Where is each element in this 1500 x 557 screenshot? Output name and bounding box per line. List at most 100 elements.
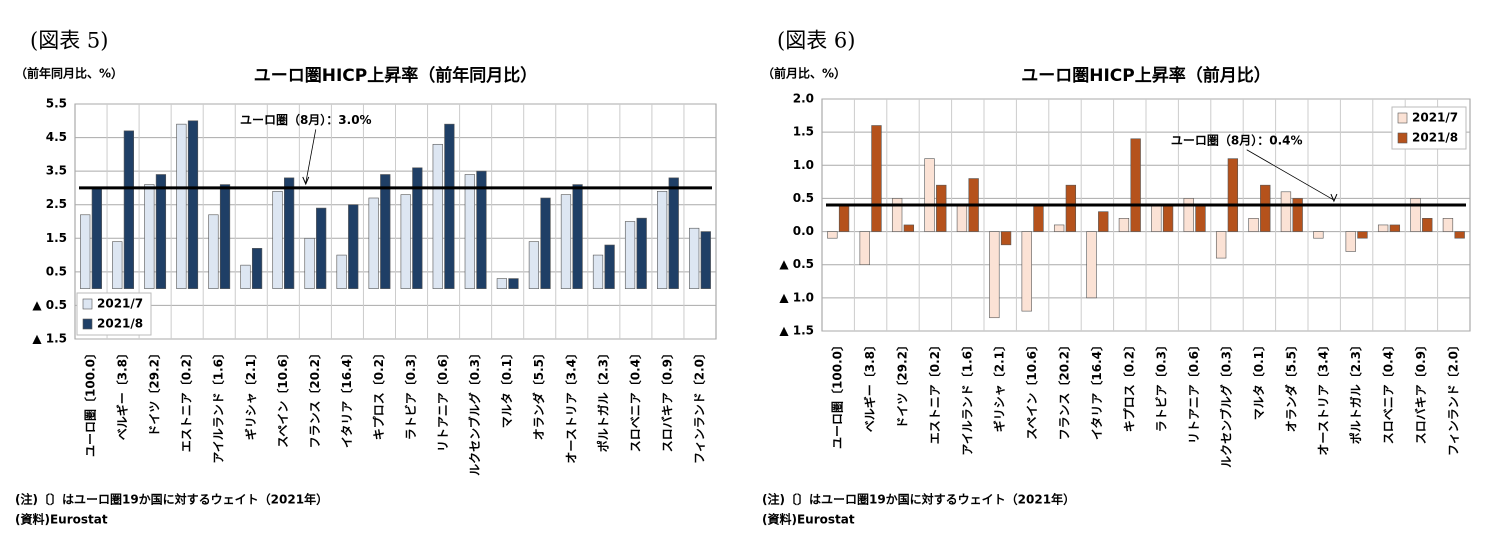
x-tick-label: ユーロ圏〔100.0〕 [830, 339, 845, 449]
reference-label: ユーロ圏（8月）：3.0% [240, 112, 372, 127]
arrow-head [302, 176, 310, 186]
bar [476, 170, 487, 289]
bar [989, 231, 1000, 319]
y-tick-label: 4.5 [46, 130, 67, 144]
x-tick-label: リトアニア〔0.6〕 [435, 347, 450, 452]
bar [924, 158, 935, 232]
x-tick-label: オランダ〔5.5〕 [531, 347, 546, 440]
x-tick-label: エストニア〔0.2〕 [927, 339, 942, 444]
bar [380, 174, 391, 289]
x-tick-label: ドイツ〔29.2〕 [895, 339, 910, 429]
bar [1442, 218, 1454, 232]
x-tick-label: スペイン〔10.6〕 [1024, 339, 1039, 440]
x-tick-label: ラトビア〔0.3〕 [1154, 339, 1169, 432]
bar [1454, 231, 1465, 239]
bar [1389, 224, 1401, 232]
x-tick-label: ドイツ〔29.2〕 [147, 347, 162, 437]
x-tick-label: ルクセンブルグ〔0.3〕 [467, 347, 482, 476]
y-tick-label: 0.0 [793, 224, 814, 238]
y-tick-label: 1.0 [793, 158, 814, 172]
legend-label: 2021/8 [97, 317, 143, 331]
annotation-arrow [305, 129, 317, 184]
x-tick-label: スロベニア〔0.4〕 [627, 347, 642, 452]
x-tick-label: ポルトガル〔2.3〕 [595, 347, 610, 452]
bar [508, 278, 519, 289]
x-tick-label: スロベニア〔0.4〕 [1381, 339, 1396, 444]
bar [80, 214, 91, 289]
bar [368, 197, 379, 289]
bar [668, 177, 679, 289]
y-tick-label: ▲ 1.0 [779, 290, 814, 304]
x-tick-label: オーストリア〔3.4〕 [1316, 339, 1331, 456]
y-tick-label: 2.5 [46, 197, 67, 211]
bar [540, 197, 551, 289]
x-tick-label: スロバキア〔0.9〕 [659, 347, 674, 452]
bar [316, 207, 327, 289]
x-tick-label: ギリシャ〔2.1〕 [992, 339, 1007, 432]
bar [91, 187, 102, 289]
x-tick-label: ユーロ圏〔100.0〕 [83, 347, 98, 457]
x-tick-label: ベルギー〔3.8〕 [862, 339, 877, 432]
x-tick-label: マルタ〔0.1〕 [1251, 339, 1266, 420]
bar [560, 194, 572, 289]
bar [1151, 204, 1162, 232]
bar [336, 254, 347, 289]
legend-label: 2021/7 [97, 297, 143, 311]
x-tick-label: スペイン〔10.6〕 [275, 347, 290, 448]
bar [1000, 231, 1012, 246]
figure-label: (図表 6) [777, 29, 855, 53]
x-tick-label: イタリア〔16.4〕 [339, 347, 354, 448]
x-tick-label: ラトビア〔0.3〕 [403, 347, 418, 440]
x-tick-label: フィンランド〔2.0〕 [691, 347, 706, 464]
x-tick-label: ベルギー〔3.8〕 [115, 347, 130, 440]
bar [700, 231, 711, 289]
bar [1130, 138, 1141, 232]
y-tick-label: 0.5 [793, 191, 814, 205]
x-tick-label: スロバキア〔0.9〕 [1413, 339, 1428, 444]
bar [444, 123, 455, 289]
bar [123, 130, 134, 289]
y-tick-label: 1.5 [793, 125, 814, 139]
bar [1260, 184, 1271, 232]
x-tick-label: オーストリア〔3.4〕 [563, 347, 578, 464]
bar [464, 174, 475, 289]
y-tick-label: 2.0 [793, 92, 814, 106]
bar [1422, 218, 1433, 232]
bar [1292, 198, 1303, 232]
x-tick-label: ルクセンブルグ〔0.3〕 [1219, 339, 1234, 468]
bar [1086, 231, 1097, 299]
x-tick-label: リトアニア〔0.6〕 [1186, 339, 1201, 444]
bar [1021, 231, 1032, 312]
y-tick-label: ▲ 1.5 [779, 324, 814, 338]
chart-title: ユーロ圏HICP上昇率（前年同月比） [254, 65, 538, 86]
y-tick-label: 5.5 [46, 97, 67, 111]
x-tick-label: マルタ〔0.1〕 [499, 347, 514, 428]
bar [176, 123, 187, 289]
bar [272, 190, 283, 289]
bar [284, 177, 295, 289]
bar [496, 278, 507, 289]
legend-swatch [82, 318, 93, 330]
reference-label: ユーロ圏（8月）：0.4% [1171, 132, 1303, 147]
x-tick-label: フランス〔20.2〕 [307, 347, 322, 448]
bar [112, 241, 123, 289]
bar [936, 184, 947, 232]
bar [1162, 204, 1174, 232]
x-tick-label: キプロス〔0.2〕 [1121, 339, 1136, 432]
bar [219, 184, 231, 289]
bar [859, 231, 870, 266]
bar [871, 125, 882, 232]
x-tick-label: イタリア〔16.4〕 [1089, 339, 1104, 440]
arrow-head [1330, 193, 1338, 203]
y-axis-label: （前年同月比、%） [15, 66, 123, 81]
bar [1053, 224, 1065, 232]
note: (注)〔〕はユーロ圏19か国に対するウェイト（2021年） [15, 492, 328, 507]
figure-label: (図表 5) [30, 29, 108, 53]
bar [144, 184, 155, 289]
bar [1313, 231, 1324, 239]
y-axis-label: （前月比、%） [762, 66, 846, 81]
bar [657, 190, 668, 289]
bar [304, 237, 315, 289]
x-tick-label: キプロス〔0.2〕 [371, 347, 386, 440]
